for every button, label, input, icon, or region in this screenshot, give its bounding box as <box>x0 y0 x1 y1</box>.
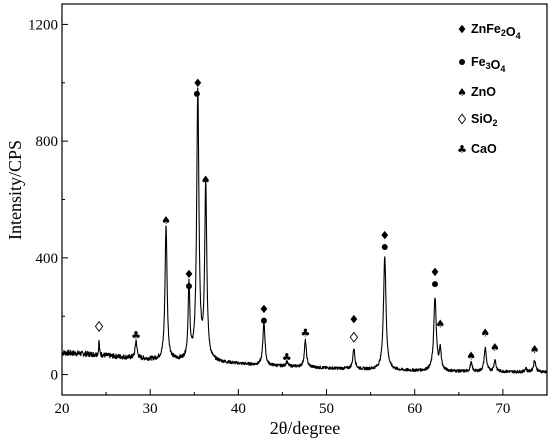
x-tick-label: 50 <box>319 401 334 417</box>
filled-circle-icon <box>260 317 267 324</box>
spade-icon: ♠ <box>490 341 500 354</box>
legend: ZnFe2O4 Fe3O4 ♠ ZnO SiO2 ♣ CaO <box>457 22 521 156</box>
filled-diamond-icon <box>431 267 439 277</box>
filled-diamond-icon <box>381 230 389 240</box>
club-icon: ♣ <box>457 143 467 156</box>
y-tick-label: 400 <box>36 251 59 267</box>
filled-circle-icon <box>185 283 192 290</box>
filled-circle-icon <box>193 90 200 97</box>
spade-icon: ♠ <box>201 174 211 187</box>
filled-circle-icon <box>381 244 388 251</box>
legend-item-sio2: SiO2 <box>457 112 498 128</box>
spade-icon: ♠ <box>466 350 476 363</box>
legend-label: SiO2 <box>471 112 498 128</box>
spade-icon: ♠ <box>530 343 540 356</box>
legend-item-cao: ♣ CaO <box>457 142 497 156</box>
open-diamond-icon <box>94 320 104 332</box>
legend-label: CaO <box>471 142 497 156</box>
filled-diamond-icon <box>458 24 466 34</box>
filled-diamond-icon <box>350 314 358 324</box>
peak-marker-layer: ♠♠♠♠♠♠ ♠♣♣♣ <box>94 78 540 364</box>
legend-label: ZnFe2O4 <box>471 22 521 41</box>
y-tick-label: 1200 <box>28 17 58 33</box>
spade-icon: ♠ <box>161 214 171 227</box>
open-diamond-icon <box>457 113 467 125</box>
x-tick-label: 40 <box>231 401 246 417</box>
filled-diamond-icon <box>260 304 268 314</box>
xrd-pattern-line <box>61 87 548 374</box>
legend-item-fe3o4: Fe3O4 <box>459 55 505 74</box>
filled-circle-icon <box>459 59 465 65</box>
tick-layer: 20 30 40 50 60 70 0 400 800 1200 <box>28 17 510 417</box>
legend-label: ZnO <box>471 85 496 99</box>
legend-item-zno: ♠ ZnO <box>457 85 496 99</box>
y-tick-label: 800 <box>36 134 59 150</box>
spade-icon: ♠ <box>457 86 467 99</box>
spade-icon: ♠ <box>435 318 445 331</box>
y-tick-label: 0 <box>51 368 59 384</box>
club-icon: ♣ <box>282 351 292 364</box>
spectrum-layer <box>61 87 548 374</box>
open-diamond-icon <box>349 331 359 343</box>
y-axis-title: Intensity/CPS <box>5 140 25 240</box>
x-tick-label: 20 <box>55 401 70 417</box>
filled-diamond-icon <box>185 269 193 279</box>
x-tick-label: 30 <box>143 401 158 417</box>
legend-label: Fe3O4 <box>471 55 505 74</box>
x-tick-label: 60 <box>407 401 422 417</box>
spade-icon: ♠ <box>480 326 490 339</box>
legend-item-znfe2o4: ZnFe2O4 <box>458 22 521 41</box>
club-icon: ♣ <box>131 329 141 342</box>
filled-diamond-icon <box>194 78 202 87</box>
club-icon: ♣ <box>300 326 310 339</box>
x-tick-label: 70 <box>495 401 510 417</box>
filled-circle-icon <box>432 281 439 288</box>
x-axis-title: 2θ/degree <box>270 418 341 438</box>
